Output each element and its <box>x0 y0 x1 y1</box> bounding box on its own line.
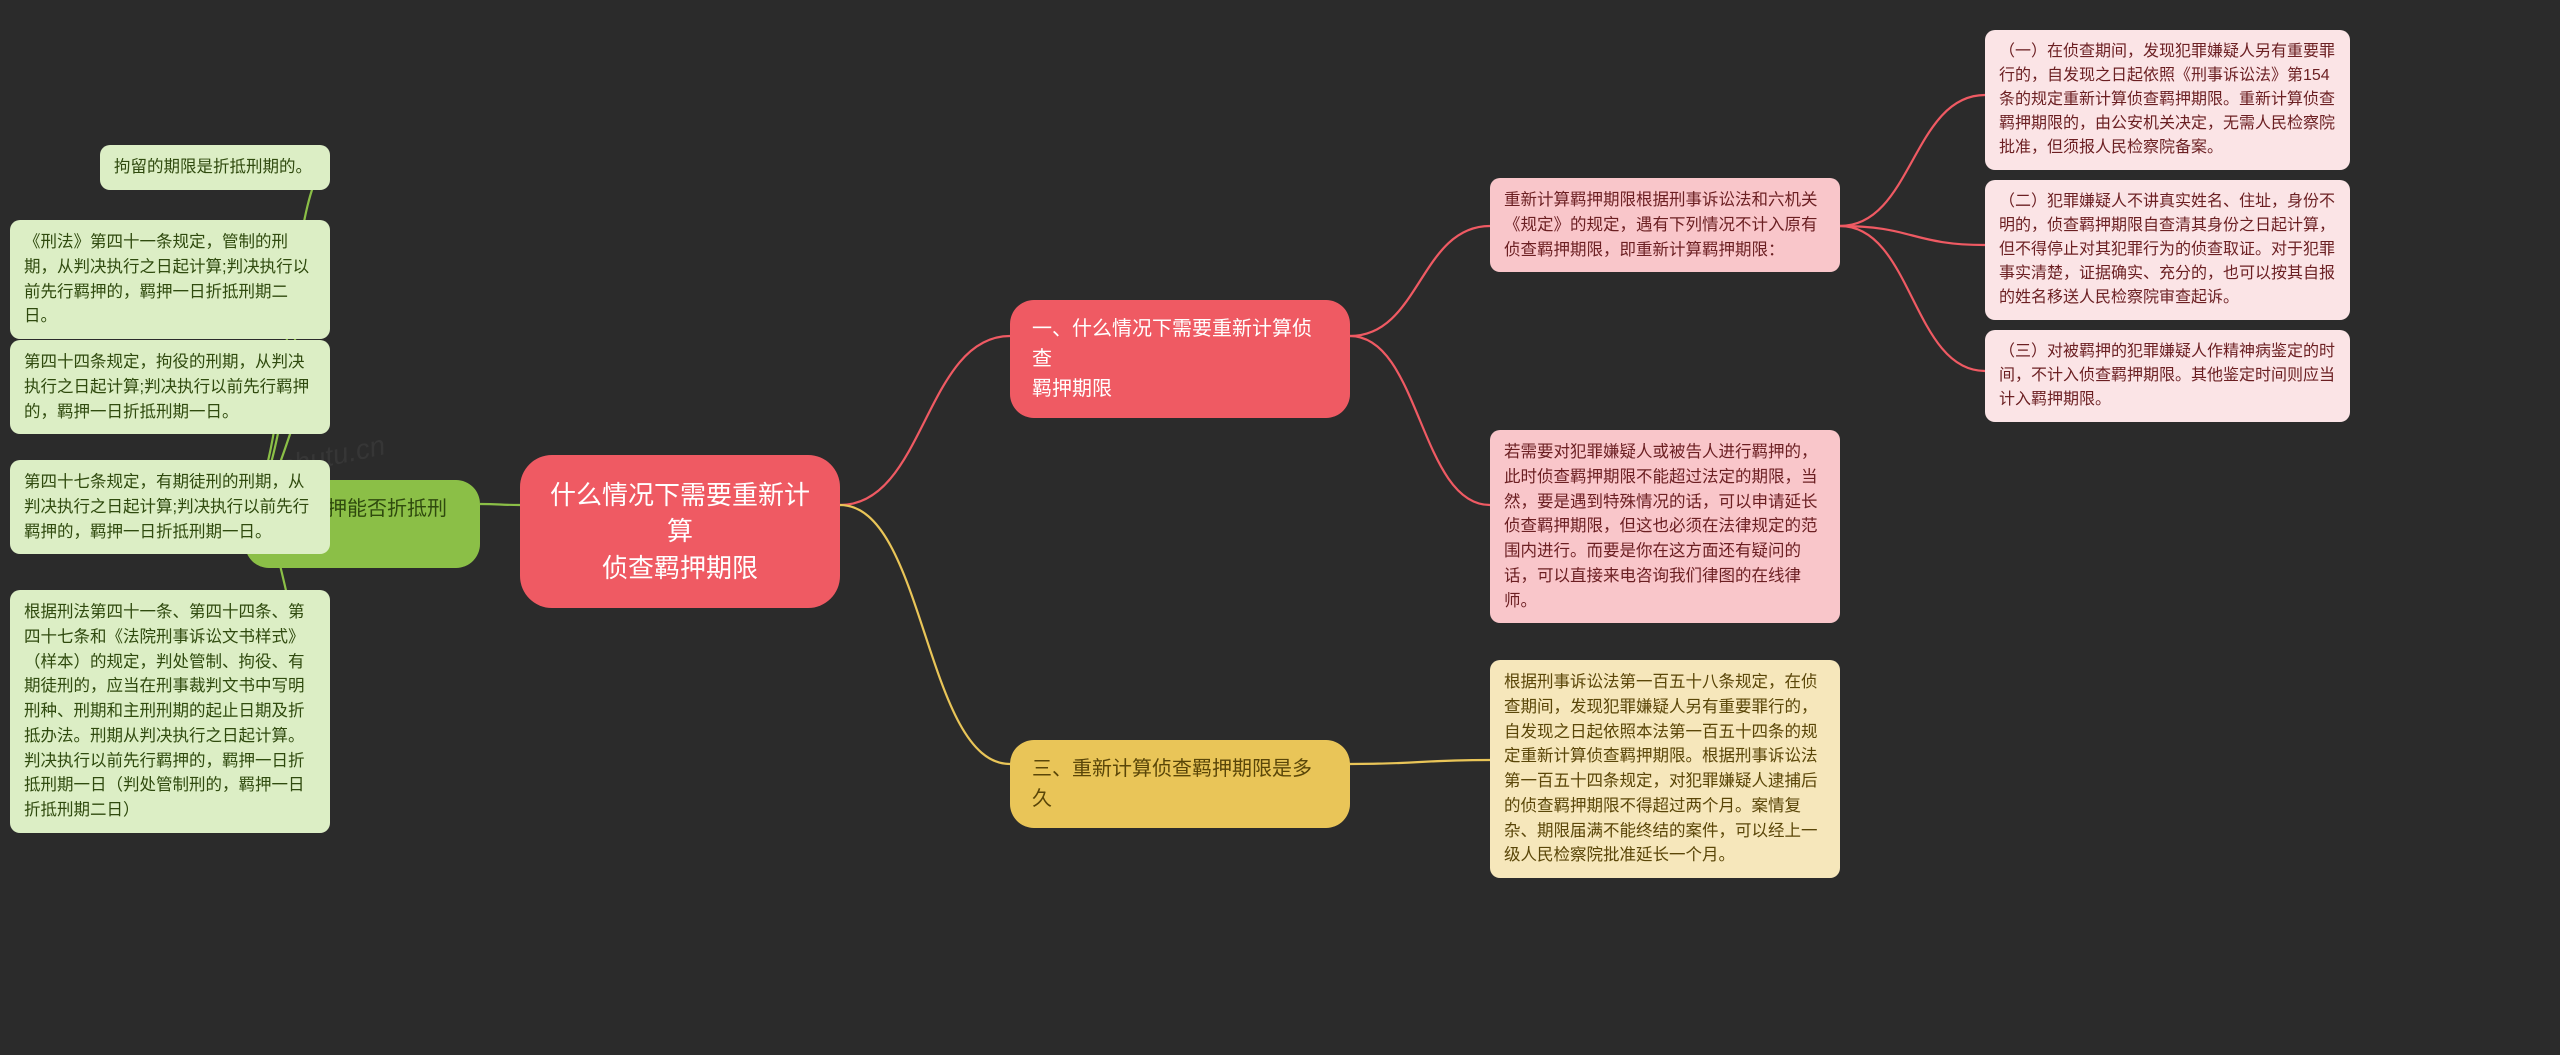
root-node: 什么情况下需要重新计算 侦查羁押期限 <box>520 455 840 608</box>
b3: 三、重新计算侦查羁押期限是多久 <box>1010 740 1350 828</box>
b2s3: 第四十四条规定，拘役的刑期，从判决执行之日起计算;判决执行以前先行羁押的，羁押一… <box>10 340 330 434</box>
b2s1: 拘留的期限是折抵刑期的。 <box>100 145 330 190</box>
b1: 一、什么情况下需要重新计算侦查 羁押期限 <box>1010 300 1350 418</box>
b2s2: 《刑法》第四十一条规定，管制的刑期，从判决执行之日起计算;判决执行以前先行羁押的… <box>10 220 330 339</box>
b1s1: 重新计算羁押期限根据刑事诉讼法和六机关《规定》的规定，遇有下列情况不计入原有侦查… <box>1490 178 1840 272</box>
b3s1: 根据刑事诉讼法第一百五十八条规定，在侦查期间，发现犯罪嫌疑人另有重要罪行的，自发… <box>1490 660 1840 878</box>
b1s1-leaf-1: （二）犯罪嫌疑人不讲真实姓名、住址，身份不明的，侦查羁押期限自查清其身份之日起计… <box>1985 180 2350 320</box>
b1s2: 若需要对犯罪嫌疑人或被告人进行羁押的，此时侦查羁押期限不能超过法定的期限，当然，… <box>1490 430 1840 623</box>
b1s1-leaf-0: （一）在侦查期间，发现犯罪嫌疑人另有重要罪行的，自发现之日起依照《刑事诉讼法》第… <box>1985 30 2350 170</box>
b2s5: 根据刑法第四十一条、第四十四条、第四十七条和《法院刑事诉讼文书样式》（样本）的规… <box>10 590 330 833</box>
b1s1-leaf-2: （三）对被羁押的犯罪嫌疑人作精神病鉴定的时间，不计入侦查羁押期限。其他鉴定时间则… <box>1985 330 2350 422</box>
b2s4: 第四十七条规定，有期徒刑的刑期，从判决执行之日起计算;判决执行以前先行羁押的，羁… <box>10 460 330 554</box>
